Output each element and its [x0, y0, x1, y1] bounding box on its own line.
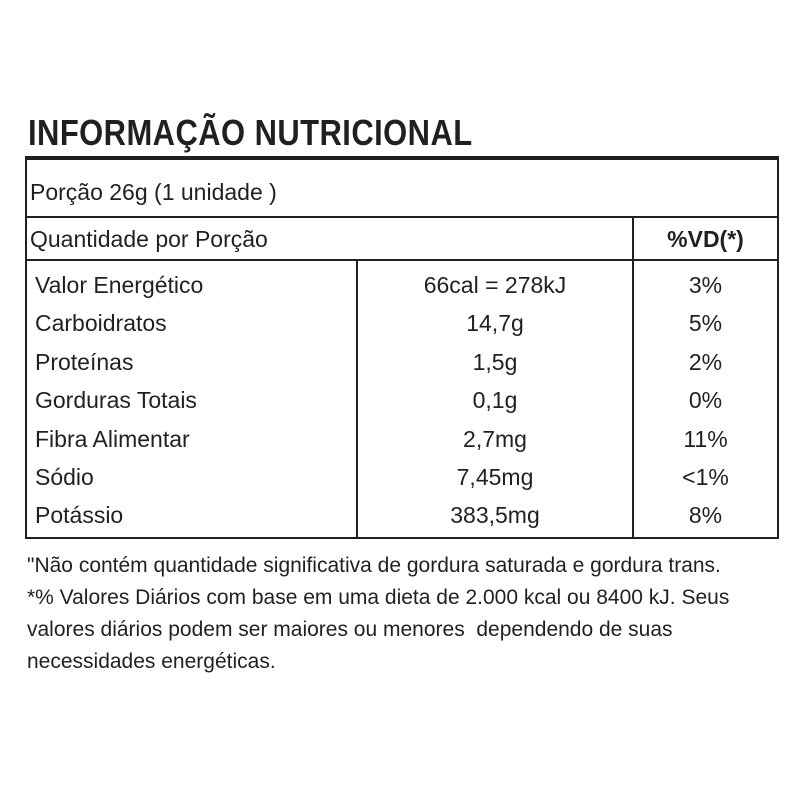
table-cell: Sódio: [35, 464, 94, 490]
table-cell: 5%: [688, 310, 723, 337]
table-cell: 11%: [683, 425, 728, 452]
header-cell: %VD(*): [667, 226, 744, 252]
table-cell: Proteínas: [35, 348, 134, 375]
footnote: necessidades energéticas.: [27, 650, 276, 673]
table-cell: 8%: [688, 502, 723, 529]
column-divider: [632, 216, 634, 538]
table-cell: Valor Energético: [35, 272, 204, 298]
table-cell: 66cal = 278kJ: [423, 272, 567, 298]
footnote: valores diários podem ser maiores ou men…: [27, 618, 673, 641]
table-cell: Gorduras Totais: [35, 387, 197, 414]
table-cell: Potássio: [35, 502, 124, 529]
column-divider: [356, 259, 358, 538]
border: [25, 156, 27, 539]
border: [777, 156, 779, 539]
footnote: *% Valores Diários com base em uma dieta…: [27, 586, 730, 609]
table-cell: 0,1g: [472, 387, 518, 414]
table-cell: 0%: [688, 387, 723, 414]
table-cell: 7,45mg: [456, 464, 534, 490]
title: INFORMAÇÃO NUTRICIONAL: [28, 112, 473, 153]
rule: [25, 156, 779, 160]
table-cell: Carboidratos: [35, 310, 167, 337]
table-cell: 1,5g: [472, 348, 518, 375]
rule: [25, 216, 779, 218]
table-cell: <1%: [682, 464, 729, 490]
rule: [25, 259, 779, 261]
table-cell: 2,7mg: [463, 425, 527, 452]
table-cell: 383,5mg: [450, 502, 540, 529]
border: [25, 537, 779, 539]
footnote: "Não contém quantidade significativa de …: [27, 554, 721, 577]
table-cell: 3%: [688, 272, 723, 298]
serving: Porção 26g (1 unidade ): [30, 179, 277, 205]
table-cell: 2%: [688, 348, 723, 375]
header-cell: Quantidade por Porção: [30, 226, 268, 252]
table-cell: Fibra Alimentar: [35, 425, 190, 452]
table-cell: 14,7g: [466, 310, 524, 337]
